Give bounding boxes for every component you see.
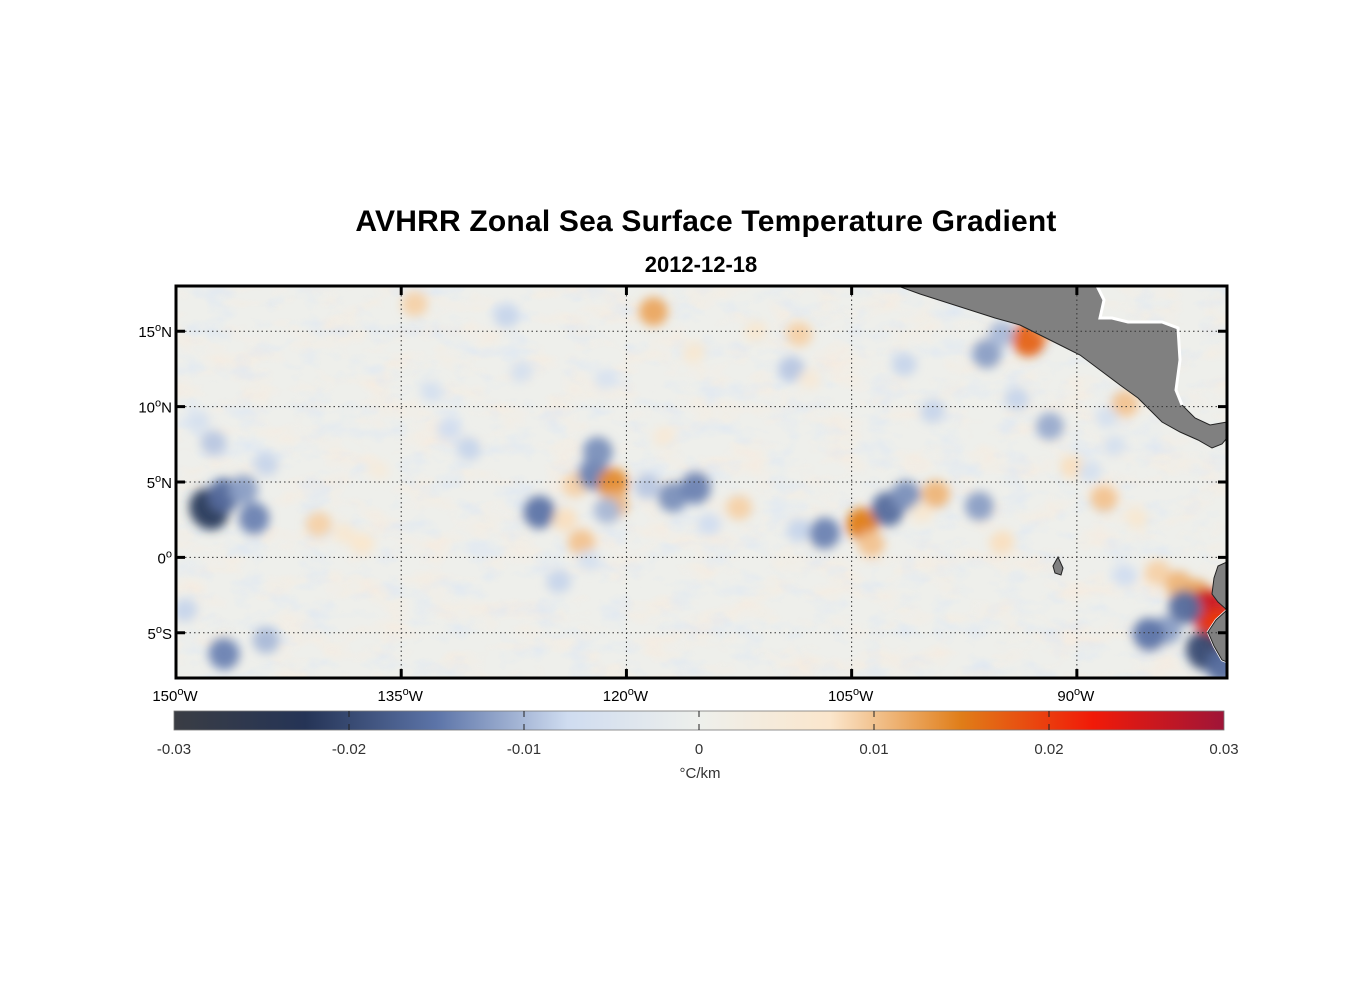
negative-gradient-feature [252,627,280,654]
positive-gradient-feature [1059,455,1085,479]
positive-gradient-feature [786,321,813,347]
negative-gradient-feature [594,369,617,390]
negative-gradient-feature [988,321,1016,348]
positive-gradient-feature [989,530,1015,555]
negative-gradient-feature [229,475,258,504]
positive-gradient-feature [744,320,767,342]
latitude-labels: 15oN 10oN 5oN 0o 5oS [138,322,172,643]
colorbar-tick-label: -0.03 [157,741,191,758]
positive-gradient-feature [857,530,885,557]
longitude-tick-label: 105oW [828,686,874,705]
positive-gradient-feature [1090,485,1118,512]
negative-gradient-feature [238,502,270,534]
negative-gradient-feature [419,380,443,403]
negative-gradient-feature [1133,617,1165,651]
map-title: AVHRR Zonal Sea Surface Temperature Grad… [355,205,1057,238]
negative-gradient-feature [456,436,482,461]
negative-gradient-feature [786,518,812,542]
positive-gradient-feature [1144,560,1171,585]
positive-gradient-feature [910,501,934,523]
colorbar-gradient [174,711,1224,730]
longitude-tick-label: 150oW [152,686,198,705]
colorbar-tick-label: -0.01 [507,741,541,758]
colorbar-tick-label: -0.02 [332,741,366,758]
negative-gradient-feature [891,352,917,377]
negative-gradient-feature [186,411,211,433]
central-america-landmass [897,286,1227,664]
negative-gradient-feature [1095,406,1119,428]
positive-gradient-feature [567,529,595,556]
longitude-labels: 150oW 135oW 120oW 105oW 90oW [152,686,1095,705]
colorbar-tick-label: 0.02 [1034,741,1063,758]
negative-gradient-feature [437,418,462,441]
negative-gradient-feature [680,472,711,504]
positive-gradient-feature [798,369,821,390]
positive-gradient-feature [1125,507,1149,529]
negative-gradient-feature [577,549,601,571]
negative-gradient-feature [890,480,921,511]
colorbar-tick-label: 0.03 [1209,741,1238,758]
longitude-tick-label: 90oW [1057,686,1095,705]
negative-gradient-feature [972,339,1002,369]
positive-gradient-feature [552,507,578,532]
negative-gradient-feature [176,598,198,622]
negative-gradient-feature [1206,648,1227,678]
positive-gradient-feature [332,522,356,544]
positive-gradient-feature [682,341,706,363]
latitude-tick-label: 15oN [138,322,172,341]
positive-gradient-feature [725,495,753,520]
negative-gradient-feature [696,513,722,536]
longitude-tick-label: 135oW [378,686,424,705]
negative-gradient-feature [593,497,621,524]
map-ticks [174,286,1227,678]
positive-gradient-feature [921,480,950,508]
latitude-tick-label: 5oS [148,624,172,643]
latitude-tick-label: 10oN [138,398,172,417]
positive-gradient-feature [401,291,428,317]
negative-gradient-feature [1112,564,1137,587]
negative-gradient-feature [583,436,613,467]
latitude-tick-label: 0o [158,548,172,567]
colorbar-tick-label: 0 [695,741,703,758]
negative-gradient-feature [1168,590,1202,625]
positive-gradient-feature [653,426,675,447]
negative-gradient-feature [546,569,572,594]
negative-gradient-feature [510,361,533,383]
negative-gradient-feature [208,638,240,670]
negative-gradient-feature [1004,387,1030,411]
colorbar: -0.03 -0.02 -0.01 0 0.01 0.02 0.03 °C/km [157,710,1239,782]
negative-gradient-feature [1078,461,1102,482]
negative-gradient-feature [964,491,994,521]
sst-gradient-field [176,286,1227,678]
colorbar-tick-label: 0.01 [859,741,888,758]
longitude-tick-label: 120oW [603,686,649,705]
negative-gradient-feature [778,356,805,382]
negative-gradient-feature [920,399,946,424]
negative-gradient-feature [253,452,279,476]
negative-gradient-feature [1035,412,1064,440]
negative-gradient-feature [809,517,840,550]
positive-gradient-feature [597,467,629,500]
positive-gradient-feature [639,297,668,327]
positive-gradient-feature [350,532,375,555]
negative-gradient-feature [523,495,556,529]
positive-gradient-feature [368,460,390,480]
colorbar-units-label: °C/km [680,765,721,782]
positive-gradient-feature [305,511,332,537]
latitude-tick-label: 5oN [147,473,172,492]
negative-gradient-feature [634,474,661,499]
galapagos-islands [1052,555,1064,576]
negative-gradient-feature [200,430,227,456]
negative-gradient-feature [493,304,519,328]
negative-gradient-feature [1102,435,1126,457]
positive-gradient-feature [1111,390,1139,417]
map-date-subtitle: 2012-12-18 [644,252,758,277]
